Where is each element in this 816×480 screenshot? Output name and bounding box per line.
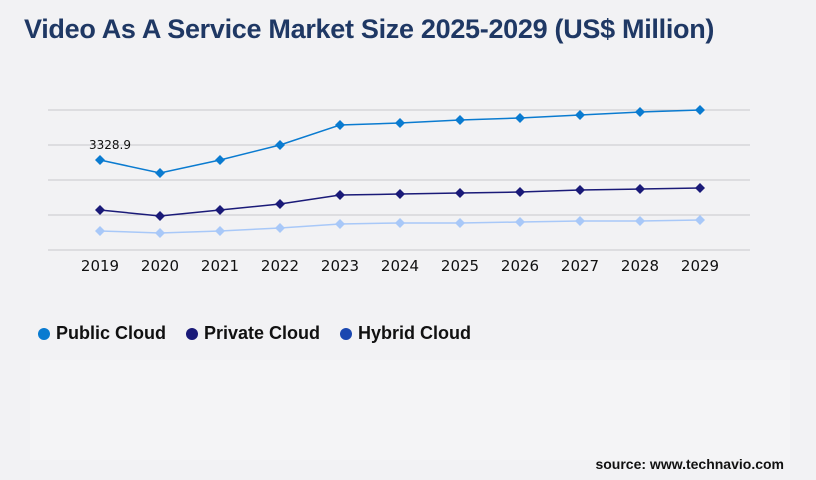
x-tick-label: 2022 [261, 257, 299, 275]
legend-marker-icon [186, 327, 198, 340]
data-point [455, 217, 465, 228]
x-tick-label: 2019 [81, 257, 119, 275]
legend-item-private-cloud[interactable]: Private Cloud [186, 323, 320, 344]
data-point [395, 118, 405, 129]
background-panel [30, 360, 790, 460]
x-tick-label: 2025 [441, 257, 479, 275]
data-point [695, 105, 705, 115]
data-point [575, 185, 585, 196]
data-point [515, 216, 525, 227]
data-point [215, 204, 225, 215]
data-point [275, 140, 285, 151]
x-tick-label: 2029 [681, 257, 719, 275]
legend-marker-icon [340, 327, 353, 340]
data-point [335, 120, 345, 131]
data-point [575, 110, 585, 121]
data-point [395, 189, 405, 200]
data-point [335, 190, 345, 201]
data-point [95, 155, 105, 166]
x-tick-label: 2023 [321, 257, 359, 275]
legend-label: Private Cloud [204, 323, 321, 343]
legend-label: Public Cloud [56, 323, 166, 343]
data-point [455, 115, 465, 126]
chart-title: Video As A Service Market Size 2025-2029… [24, 14, 715, 44]
source-note: source: www.technavio.com [595, 456, 784, 472]
legend-marker-icon [38, 327, 50, 340]
data-point [155, 210, 165, 221]
x-tick-label: 2020 [141, 257, 179, 275]
x-tick-label: 2024 [381, 257, 419, 275]
x-tick-label: 2026 [501, 257, 539, 275]
data-point [695, 183, 705, 194]
data-point [95, 204, 105, 215]
data-point [455, 188, 465, 199]
data-point [695, 214, 705, 225]
data-point [95, 225, 105, 236]
legend: Public Cloud Private Cloud Hybrid Cloud [38, 323, 471, 344]
data-point [635, 215, 645, 226]
data-point [515, 187, 525, 198]
data-point [575, 215, 585, 226]
data-point [635, 107, 645, 118]
data-point [215, 225, 225, 236]
data-point [275, 222, 285, 233]
x-tick-label: 2027 [561, 257, 599, 275]
line-chart: 2019 2020 2021 2022 2023 2024 2025 2026 2027 2028… [48, 105, 750, 275]
data-point [635, 184, 645, 195]
data-point [515, 113, 525, 124]
data-point [155, 168, 165, 179]
data-point [335, 218, 345, 229]
legend-label: Hybrid Cloud [358, 323, 472, 343]
x-tick-label: 2021 [201, 257, 239, 275]
data-point [275, 198, 285, 209]
data-label: 3328.9 [89, 138, 131, 152]
data-point [215, 155, 225, 166]
data-point [155, 227, 165, 238]
data-point [395, 217, 405, 228]
legend-item-hybrid-cloud[interactable]: Hybrid Cloud [340, 323, 471, 344]
legend-item-public-cloud[interactable]: Public Cloud [38, 323, 166, 344]
x-tick-label: 2028 [621, 257, 659, 275]
